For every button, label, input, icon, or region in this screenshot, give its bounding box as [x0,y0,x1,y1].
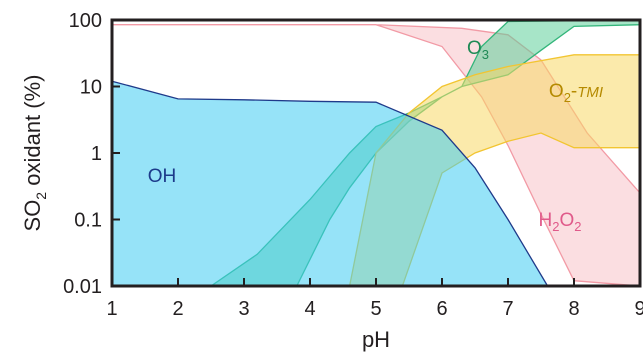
x-tick-label: 2 [172,298,183,320]
y-axis: 0.01 0.1 1 10 100 [63,10,120,298]
x-tick-label: 1 [106,298,117,320]
series-label-oh: OH [148,166,177,187]
x-tick-label: 4 [304,298,315,320]
series-labels: OH O3 O2-TMI H2O2 [148,38,603,234]
x-tick-label: 9 [634,298,643,320]
series-label-h2o2: H2O2 [539,210,582,234]
x-tick-label: 7 [502,298,513,320]
y-axis-title: SO2 oxidant (%) [20,75,49,232]
x-tick-label: 6 [436,298,447,320]
y-tick-label: 0.01 [63,276,102,298]
y-tick-label: 100 [69,10,102,32]
series-areas [111,19,641,287]
y-tick-label: 1 [91,143,102,165]
y-tick-label: 0.1 [74,210,102,232]
series-label-o2-tmi: O2-TMI [549,81,603,105]
series-label-o3: O3 [467,38,489,62]
y-tick-label: 10 [80,77,102,99]
x-tick-label: 3 [238,298,249,320]
x-axis-title: pH [362,327,390,352]
x-tick-label: 5 [370,298,381,320]
x-axis: 1 2 3 4 5 6 7 8 9 [106,278,643,320]
x-tick-label: 8 [568,298,579,320]
